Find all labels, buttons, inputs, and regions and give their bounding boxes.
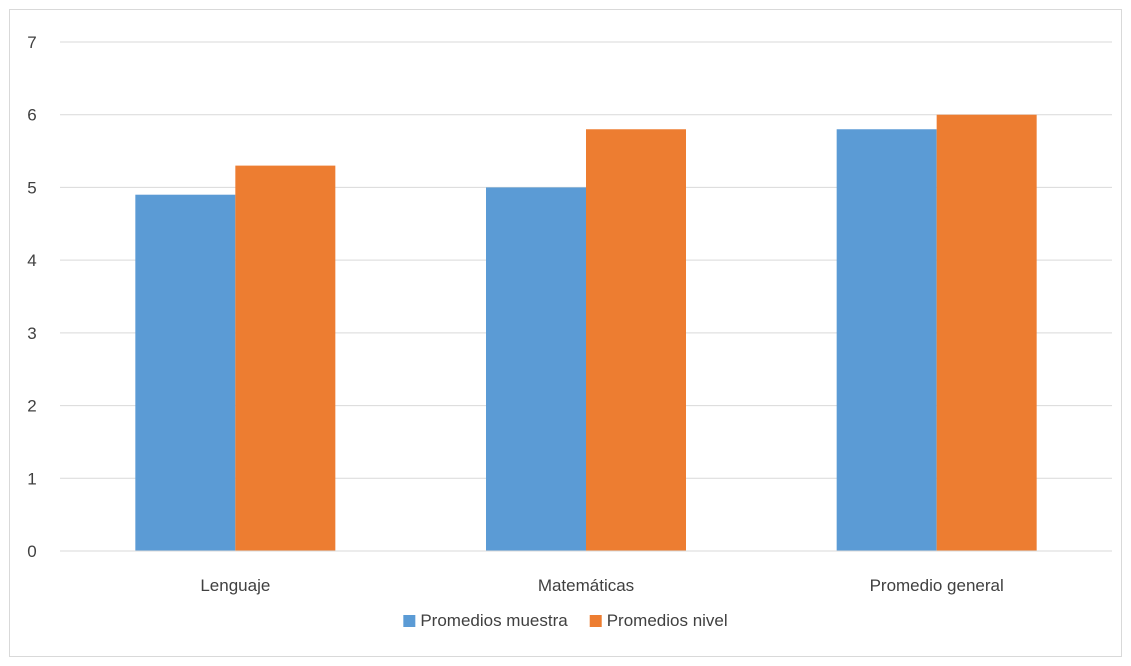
bar-muestra-2 xyxy=(486,187,586,551)
y-tick-label: 3 xyxy=(27,324,36,343)
axes: 0 1 2 3 4 5 6 7 Lenguaje Matemáticas Promedio gene… xyxy=(27,33,1112,595)
y-tick-label: 1 xyxy=(27,469,36,488)
legend-swatch-muestra xyxy=(403,615,416,627)
bar-nivel-1 xyxy=(235,165,336,551)
legend: Promedios muestra Promedios nivel xyxy=(403,611,728,630)
y-tick-label: 4 xyxy=(27,251,36,270)
legend-swatch-nivel xyxy=(589,615,602,627)
y-tick-label: 7 xyxy=(27,33,36,52)
y-tick-label: 0 xyxy=(27,542,36,561)
y-tick-label: 2 xyxy=(27,397,36,416)
y-tick-label: 6 xyxy=(27,106,36,125)
x-tick-label: Matemáticas xyxy=(538,576,634,595)
x-tick-label: Promedio general xyxy=(870,576,1004,595)
y-tick-label: 5 xyxy=(27,178,36,197)
legend-label-nivel: Promedios nivel xyxy=(607,611,728,630)
bar-chart: 0 1 2 3 4 5 6 7 Lenguaje Matemáticas Promedio gene… xyxy=(27,33,1112,630)
legend-label-muestra: Promedios muestra xyxy=(420,611,568,630)
bar-muestra-1 xyxy=(135,194,236,551)
bar-nivel-3 xyxy=(936,114,1037,551)
bar-muestra-3 xyxy=(836,129,937,551)
bars xyxy=(135,114,1037,551)
bar-nivel-2 xyxy=(586,129,686,551)
x-tick-label: Lenguaje xyxy=(200,576,270,595)
chart-frame: 0 1 2 3 4 5 6 7 Lenguaje Matemáticas Promedio gene… xyxy=(9,9,1122,657)
